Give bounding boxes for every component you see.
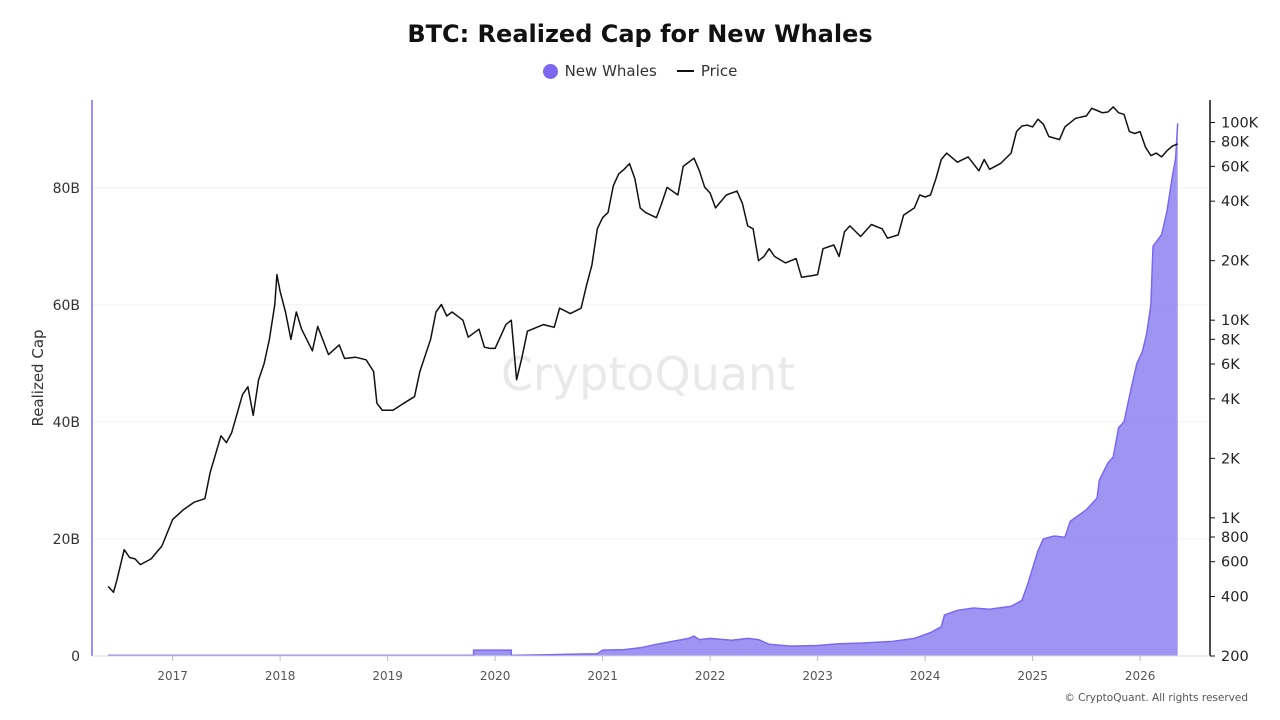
legend-item-price[interactable]: Price <box>676 62 738 80</box>
left-tick-label: 0 <box>71 649 80 665</box>
right-tick-label: 4K <box>1221 392 1240 408</box>
x-tick-label: 2017 <box>157 669 188 683</box>
axes: 0 20B 40B 60B 80B 200 400 600 800 1K 2K 4K 6K 8K 10K 20… <box>53 100 1259 683</box>
x-tick-label: 2019 <box>372 669 403 683</box>
right-tick-label: 200 <box>1221 649 1249 665</box>
right-tick-label: 800 <box>1221 530 1249 546</box>
right-tick-label: 60K <box>1221 159 1249 175</box>
right-tick-label: 20K <box>1221 254 1249 270</box>
legend-dot-icon <box>542 63 558 79</box>
chart-title: BTC: Realized Cap for New Whales <box>407 20 873 48</box>
x-tick-label: 2022 <box>695 669 726 683</box>
price-series-line <box>107 106 1178 594</box>
legend-label-price: Price <box>700 62 738 80</box>
legend: New Whales Price <box>0 62 1280 80</box>
x-tick-label: 2023 <box>802 669 833 683</box>
x-tick-label: 2021 <box>587 669 618 683</box>
x-tick-label: 2020 <box>480 669 511 683</box>
right-tick-label: 8K <box>1221 332 1240 348</box>
watermark: CryptoQuant <box>501 347 795 401</box>
right-tick-label: 10K <box>1221 313 1249 329</box>
left-tick-label: 60B <box>53 298 80 314</box>
legend-label-new-whales: New Whales <box>564 62 657 80</box>
right-tick-label: 400 <box>1221 589 1249 605</box>
x-tick-label: 2025 <box>1017 669 1048 683</box>
new-whales-area <box>108 123 1179 657</box>
legend-line-icon <box>676 70 694 72</box>
right-tick-label: 2K <box>1221 451 1240 467</box>
x-tick-label: 2018 <box>265 669 296 683</box>
new-whales-area-fill <box>108 123 1178 656</box>
x-tick-label: 2026 <box>1125 669 1156 683</box>
copyright-credit: © CryptoQuant. All rights reserved <box>1064 692 1248 704</box>
left-tick-label: 20B <box>53 532 80 548</box>
price-line <box>107 106 1178 594</box>
right-tick-label: 100K <box>1221 116 1259 132</box>
x-tick-label: 2024 <box>910 669 941 683</box>
right-tick-label: 1K <box>1221 511 1240 527</box>
gridlines <box>92 187 1210 540</box>
left-tick-label: 40B <box>53 415 80 431</box>
right-tick-label: 80K <box>1221 135 1249 151</box>
right-tick-label: 40K <box>1221 194 1249 210</box>
right-tick-label: 6K <box>1221 357 1240 373</box>
left-tick-label: 80B <box>53 181 80 197</box>
new-whales-area-outline <box>108 123 1179 657</box>
legend-item-new-whales[interactable]: New Whales <box>542 62 657 80</box>
right-tick-label: 600 <box>1221 555 1249 571</box>
